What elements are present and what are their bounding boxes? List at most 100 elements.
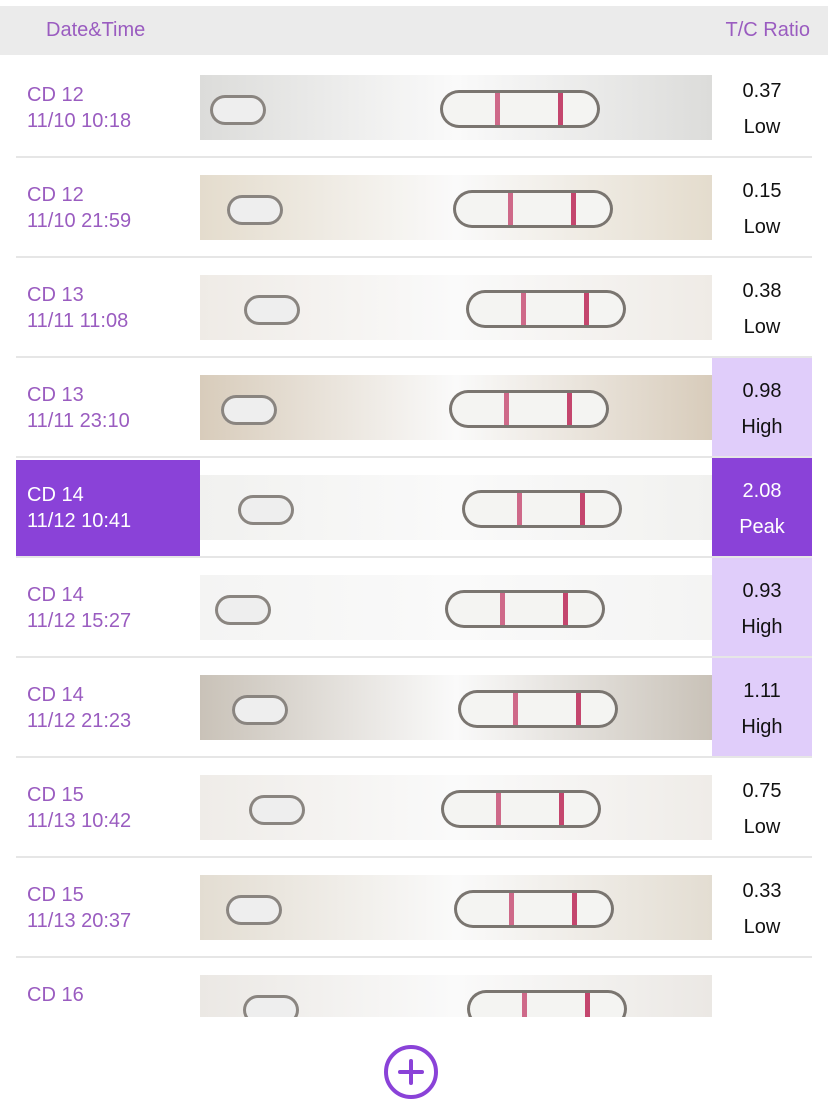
test-strip-image	[200, 675, 712, 740]
strip-window	[440, 90, 600, 128]
test-line	[509, 893, 514, 925]
test-list: CD 12 11/10 10:18 0.37 Low CD 12 11/10 21:59 0…	[0, 58, 828, 1017]
date-cell: CD 12 11/10 10:18	[16, 60, 200, 157]
date-time: 11/10 10:18	[27, 110, 132, 132]
cycle-day: CD 14	[27, 584, 84, 606]
ratio-level: High	[741, 716, 783, 738]
date-time: 11/13 10:42	[27, 810, 132, 832]
ratio-level: Low	[743, 116, 781, 138]
separator	[16, 756, 812, 758]
cycle-day: CD 15	[27, 784, 84, 806]
header-left: Date&Time	[46, 19, 146, 41]
date-cell: CD 15 11/13 20:37	[16, 860, 200, 957]
ratio-cell: 0.37 Low	[712, 58, 812, 156]
ratio-value: 0.33	[742, 880, 782, 902]
strip-window	[449, 390, 609, 428]
strip-window	[466, 290, 626, 328]
ratio-cell: 0.33 Low	[712, 858, 812, 956]
ratio-value: 2.08	[742, 480, 782, 502]
date-time: 11/10 21:59	[27, 210, 132, 232]
control-line	[576, 693, 581, 725]
row: CD 15 11/13 10:42 0.75 Low	[0, 758, 828, 858]
row: CD 13 11/11 23:10 0.98 High	[0, 358, 828, 458]
test-strip-image	[200, 75, 712, 140]
separator	[16, 856, 812, 858]
strip-well	[210, 95, 266, 125]
test-line	[495, 93, 500, 125]
strip-window	[454, 890, 614, 928]
separator	[16, 456, 812, 458]
test-line	[522, 993, 527, 1017]
test-strip-image	[200, 275, 712, 340]
control-line	[563, 593, 568, 625]
control-line	[584, 293, 589, 325]
separator	[16, 256, 812, 258]
separator	[16, 356, 812, 358]
date-time: 11/12 15:27	[27, 610, 132, 632]
strip-well	[221, 395, 277, 425]
date-cell: CD 14 11/12 15:27	[16, 560, 200, 657]
header-right: T/C Ratio	[725, 19, 810, 41]
row: CD 14 11/12 21:23 1.11 High	[0, 658, 828, 758]
test-line	[496, 793, 501, 825]
cycle-day: CD 13	[27, 384, 84, 406]
control-line	[580, 493, 585, 525]
test-line	[513, 693, 518, 725]
test-strip-image	[200, 175, 712, 240]
strip-well	[238, 495, 294, 525]
cycle-day: CD 14	[27, 484, 84, 506]
date-cell: CD 13 11/11 23:10	[16, 360, 200, 457]
strip-well	[249, 795, 305, 825]
cycle-day: CD 16	[27, 984, 84, 1006]
ratio-value: 1.11	[743, 680, 781, 702]
strip-window	[441, 790, 601, 828]
ratio-level: Low	[743, 216, 781, 238]
separator	[16, 956, 812, 958]
header: Date&Time T/C Ratio	[0, 6, 828, 55]
test-strip-image	[200, 775, 712, 840]
test-line	[508, 193, 513, 225]
strip-window	[467, 990, 627, 1017]
cycle-day: CD 12	[27, 84, 84, 106]
row: CD 16	[0, 958, 828, 1017]
cycle-day: CD 13	[27, 284, 84, 306]
ratio-value: 0.98	[742, 380, 782, 402]
ratio-value: 0.15	[742, 180, 782, 202]
ratio-cell: 2.08 Peak	[712, 458, 812, 556]
ratio-cell: 0.98 High	[712, 358, 812, 456]
ratio-cell: 0.93 High	[712, 558, 812, 656]
ratio-cell: 0.38 Low	[712, 258, 812, 356]
date-time: 11/13 20:37	[27, 910, 132, 932]
date-time: 11/12 21:23	[27, 710, 132, 732]
date-cell: CD 15 11/13 10:42	[16, 760, 200, 857]
cycle-day: CD 14	[27, 684, 84, 706]
date-cell: CD 16	[16, 960, 200, 1017]
strip-well	[243, 995, 299, 1017]
strip-well	[227, 195, 283, 225]
test-line	[504, 393, 509, 425]
ratio-value: 0.75	[742, 780, 782, 802]
control-line	[559, 793, 564, 825]
date-time: 11/11 11:08	[27, 310, 129, 332]
control-line	[572, 893, 577, 925]
date-cell: CD 14 11/12 10:41	[16, 460, 200, 557]
ratio-level: Low	[743, 816, 781, 838]
ratio-cell: 0.15 Low	[712, 158, 812, 256]
cycle-day: CD 12	[27, 184, 84, 206]
separator	[16, 556, 812, 558]
test-line	[521, 293, 526, 325]
row: CD 12 11/10 10:18 0.37 Low	[0, 58, 828, 158]
strip-window	[453, 190, 613, 228]
ratio-level: Low	[743, 916, 781, 938]
test-strip-image	[200, 475, 712, 540]
test-line	[517, 493, 522, 525]
test-strip-image	[200, 375, 712, 440]
date-time: 11/12 10:41	[27, 510, 132, 532]
strip-window	[445, 590, 605, 628]
control-line	[585, 993, 590, 1017]
add-button[interactable]	[384, 1045, 438, 1099]
control-line	[558, 93, 563, 125]
date-cell: CD 14 11/12 21:23	[16, 660, 200, 757]
test-strip-image	[200, 575, 712, 640]
